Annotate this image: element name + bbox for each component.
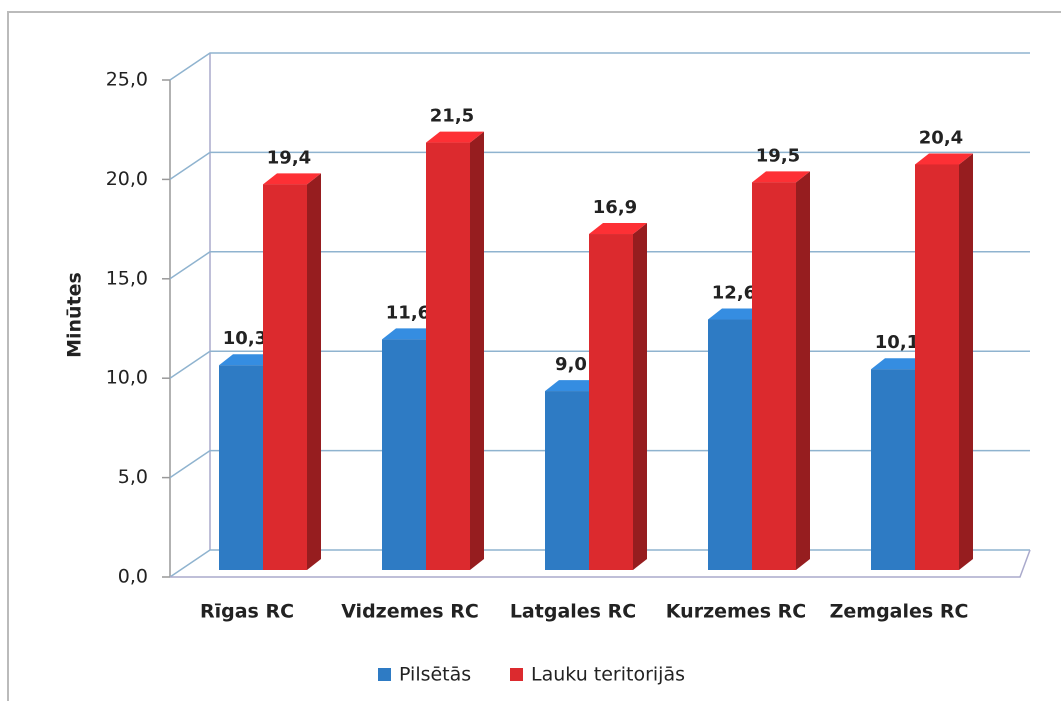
- floor-edge: [170, 549, 1031, 578]
- x-tick-label: Zemgales RC: [830, 601, 969, 623]
- bar-top: [545, 380, 603, 392]
- bar: [219, 365, 263, 570]
- x-tick-label: Latgales RC: [510, 601, 636, 623]
- bar-top: [219, 354, 277, 366]
- bar-side: [796, 171, 810, 570]
- y-tick-label: 15,0: [106, 267, 148, 289]
- legend-swatch: [378, 668, 391, 681]
- y-tick-label: 5,0: [118, 466, 148, 488]
- bar: [871, 369, 915, 570]
- data-label: 21,5: [430, 106, 474, 127]
- bar: [426, 142, 470, 570]
- bar: [263, 184, 307, 570]
- bar: [752, 182, 796, 570]
- bar: [589, 234, 633, 570]
- data-label: 19,5: [756, 145, 800, 166]
- y-axis-title: Minūtes: [64, 272, 86, 358]
- bar-side: [307, 173, 321, 570]
- bar-top: [708, 308, 766, 320]
- data-label: 10,3: [223, 328, 267, 349]
- data-label: 16,9: [593, 197, 637, 218]
- bar-side: [470, 131, 484, 570]
- data-label: 19,4: [267, 147, 311, 168]
- y-tick-label: 20,0: [106, 168, 148, 190]
- legend-label: Pilsētās: [399, 664, 471, 686]
- x-tick-label: Vidzemes RC: [341, 601, 479, 623]
- y-tick-label: 10,0: [106, 367, 148, 389]
- grid-line: [169, 52, 1030, 81]
- bar-side: [959, 153, 973, 570]
- data-label: 12,6: [712, 283, 756, 304]
- x-tick-label: Rīgas RC: [200, 601, 294, 623]
- data-label: 10,1: [875, 332, 919, 353]
- legend-swatch: [510, 668, 523, 681]
- bar: [915, 164, 959, 570]
- bar-top: [589, 223, 647, 235]
- bar-top: [871, 358, 929, 370]
- bar-top: [915, 153, 973, 165]
- bar-top: [382, 328, 440, 340]
- x-tick-label: Kurzemes RC: [666, 601, 806, 623]
- data-label: 9,0: [555, 354, 587, 375]
- bar-top: [752, 171, 810, 183]
- grid-line: [169, 151, 1030, 181]
- bar-side: [633, 223, 647, 570]
- data-label: 20,4: [919, 127, 963, 148]
- data-label: 11,6: [386, 302, 430, 323]
- frame: [7, 11, 1061, 701]
- bar-top: [426, 131, 484, 143]
- bar: [382, 339, 426, 570]
- bar: [708, 319, 752, 570]
- legend-label: Lauku teritorijās: [531, 664, 685, 686]
- y-tick-label: 0,0: [118, 566, 148, 588]
- bar-top: [263, 173, 321, 185]
- y-tick-label: 25,0: [106, 69, 148, 91]
- bar: [545, 391, 589, 570]
